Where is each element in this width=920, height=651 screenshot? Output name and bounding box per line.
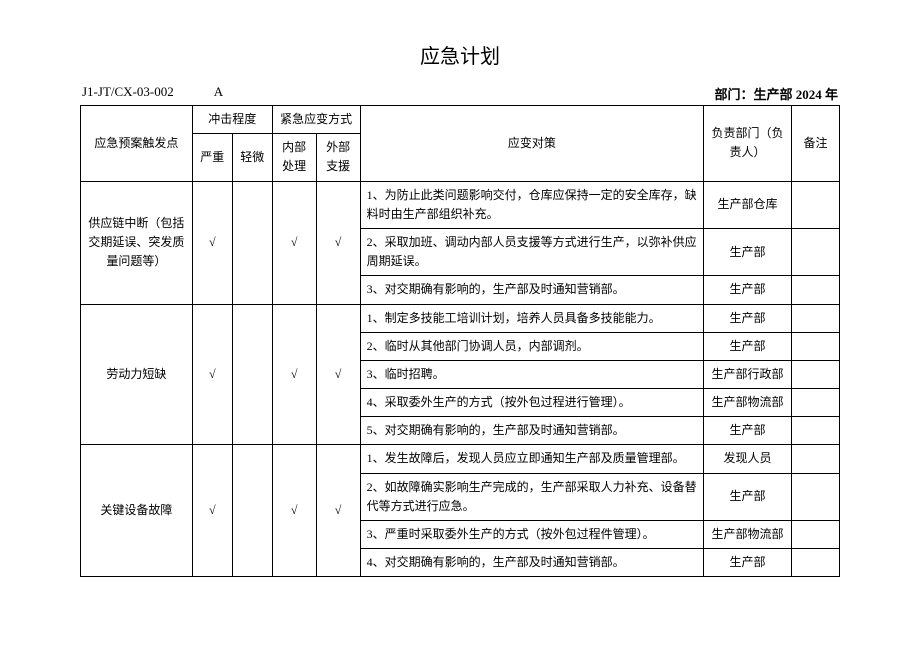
cell-countermeasure: 4、采取委外生产的方式（按外包过程进行管理）。	[360, 389, 704, 417]
cell-remark	[792, 304, 840, 332]
th-dept: 负责部门（负责人）	[704, 106, 792, 182]
table-row: 劳动力短缺√√√1、制定多技能工培训计划，培养人员具备多技能能力。生产部	[81, 304, 840, 332]
cell-dept: 生产部	[704, 473, 792, 520]
cell-countermeasure: 2、如故障确实影响生产完成的，生产部采取人力补充、设备替代等方式进行应急。	[360, 473, 704, 520]
cell-external: √	[316, 445, 360, 577]
cell-remark	[792, 228, 840, 275]
cell-dept: 生产部仓库	[704, 181, 792, 228]
cell-countermeasure: 3、临时招聘。	[360, 360, 704, 388]
header-row-1: 应急预案触发点 冲击程度 紧急应变方式 应变对策 负责部门（负责人） 备注	[81, 106, 840, 134]
th-impact: 冲击程度	[192, 106, 272, 134]
th-trigger: 应急预案触发点	[81, 106, 193, 182]
cell-severe: √	[192, 445, 232, 577]
cell-countermeasure: 3、对交期确有影响的，生产部及时通知营销部。	[360, 276, 704, 304]
cell-dept: 生产部	[704, 332, 792, 360]
th-internal: 内部处理	[272, 134, 316, 181]
cell-countermeasure: 1、为防止此类问题影响交付，仓库应保持一定的安全库存，缺料时由生产部组织补充。	[360, 181, 704, 228]
th-remark: 备注	[792, 106, 840, 182]
cell-remark	[792, 389, 840, 417]
cell-remark	[792, 181, 840, 228]
dept-label: 部门：生产部 2024 年	[714, 84, 838, 103]
cell-remark	[792, 549, 840, 577]
cell-countermeasure: 1、发生故障后，发现人员应立即通知生产部及质量管理部。	[360, 445, 704, 473]
cell-dept: 生产部	[704, 304, 792, 332]
cell-severe: √	[192, 304, 232, 445]
cell-remark	[792, 417, 840, 445]
cell-internal: √	[272, 445, 316, 577]
cell-severe: √	[192, 181, 232, 304]
cell-external: √	[316, 304, 360, 445]
cell-trigger: 关键设备故障	[81, 445, 193, 577]
cell-remark	[792, 445, 840, 473]
th-minor: 轻微	[232, 134, 272, 181]
th-counter: 应变对策	[360, 106, 704, 182]
page-title: 应急计划	[80, 40, 840, 69]
cell-dept: 生产部物流部	[704, 521, 792, 549]
cell-dept: 生产部	[704, 276, 792, 304]
cell-dept: 生产部	[704, 417, 792, 445]
cell-countermeasure: 5、对交期确有影响的，生产部及时通知营销部。	[360, 417, 704, 445]
cell-remark	[792, 360, 840, 388]
doc-code: J1-JT/CX-03-002	[82, 84, 174, 103]
cell-internal: √	[272, 304, 316, 445]
table-row: 供应链中断（包括交期延误、突发质量问题等）√√√1、为防止此类问题影响交付，仓库…	[81, 181, 840, 228]
cell-dept: 生产部行政部	[704, 360, 792, 388]
cell-trigger: 劳动力短缺	[81, 304, 193, 445]
cell-countermeasure: 4、对交期确有影响的，生产部及时通知营销部。	[360, 549, 704, 577]
th-external: 外部支援	[316, 134, 360, 181]
cell-dept: 发现人员	[704, 445, 792, 473]
cell-remark	[792, 521, 840, 549]
emergency-plan-table: 应急预案触发点 冲击程度 紧急应变方式 应变对策 负责部门（负责人） 备注 严重…	[80, 105, 840, 577]
cell-minor	[232, 445, 272, 577]
cell-minor	[232, 181, 272, 304]
cell-remark	[792, 473, 840, 520]
cell-internal: √	[272, 181, 316, 304]
cell-countermeasure: 1、制定多技能工培训计划，培养人员具备多技能能力。	[360, 304, 704, 332]
header-row: J1-JT/CX-03-002 A 部门：生产部 2024 年	[80, 84, 840, 103]
cell-countermeasure: 3、严重时采取委外生产的方式（按外包过程件管理）。	[360, 521, 704, 549]
doc-revision: A	[214, 84, 223, 103]
cell-countermeasure: 2、临时从其他部门协调人员，内部调剂。	[360, 332, 704, 360]
table-row: 关键设备故障√√√1、发生故障后，发现人员应立即通知生产部及质量管理部。发现人员	[81, 445, 840, 473]
cell-minor	[232, 304, 272, 445]
cell-external: √	[316, 181, 360, 304]
cell-dept: 生产部物流部	[704, 389, 792, 417]
cell-remark	[792, 332, 840, 360]
cell-dept: 生产部	[704, 228, 792, 275]
cell-trigger: 供应链中断（包括交期延误、突发质量问题等）	[81, 181, 193, 304]
cell-remark	[792, 276, 840, 304]
cell-dept: 生产部	[704, 549, 792, 577]
cell-countermeasure: 2、采取加班、调动内部人员支援等方式进行生产，以弥补供应周期延误。	[360, 228, 704, 275]
th-severe: 严重	[192, 134, 232, 181]
th-method: 紧急应变方式	[272, 106, 360, 134]
